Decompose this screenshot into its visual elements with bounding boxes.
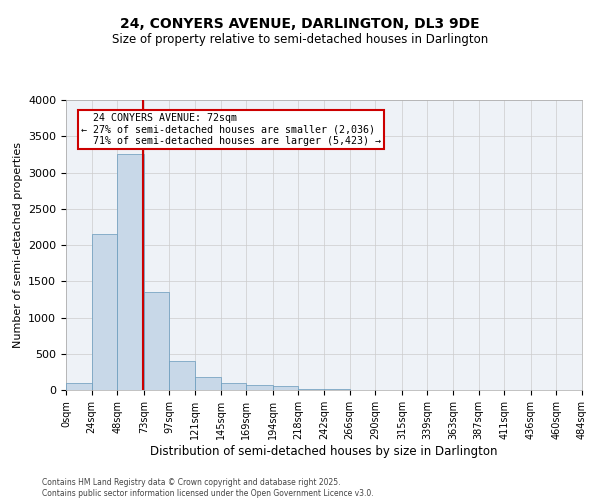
Bar [169,361,195,390]
Bar [298,388,324,390]
Text: Size of property relative to semi-detached houses in Darlington: Size of property relative to semi-detach… [112,32,488,46]
Y-axis label: Number of semi-detached properties: Number of semi-detached properties [13,142,23,348]
Text: 24, CONYERS AVENUE, DARLINGTON, DL3 9DE: 24, CONYERS AVENUE, DARLINGTON, DL3 9DE [120,18,480,32]
Bar [144,292,169,390]
Bar [273,386,298,390]
Text: Contains HM Land Registry data © Crown copyright and database right 2025.
Contai: Contains HM Land Registry data © Crown c… [42,478,374,498]
Bar [92,234,117,390]
Bar [66,383,92,390]
Bar [221,383,246,390]
X-axis label: Distribution of semi-detached houses by size in Darlington: Distribution of semi-detached houses by … [150,444,498,458]
Bar [117,154,144,390]
Bar [246,386,273,390]
Text: 24 CONYERS AVENUE: 72sqm
← 27% of semi-detached houses are smaller (2,036)
  71%: 24 CONYERS AVENUE: 72sqm ← 27% of semi-d… [81,113,381,146]
Bar [195,378,221,390]
